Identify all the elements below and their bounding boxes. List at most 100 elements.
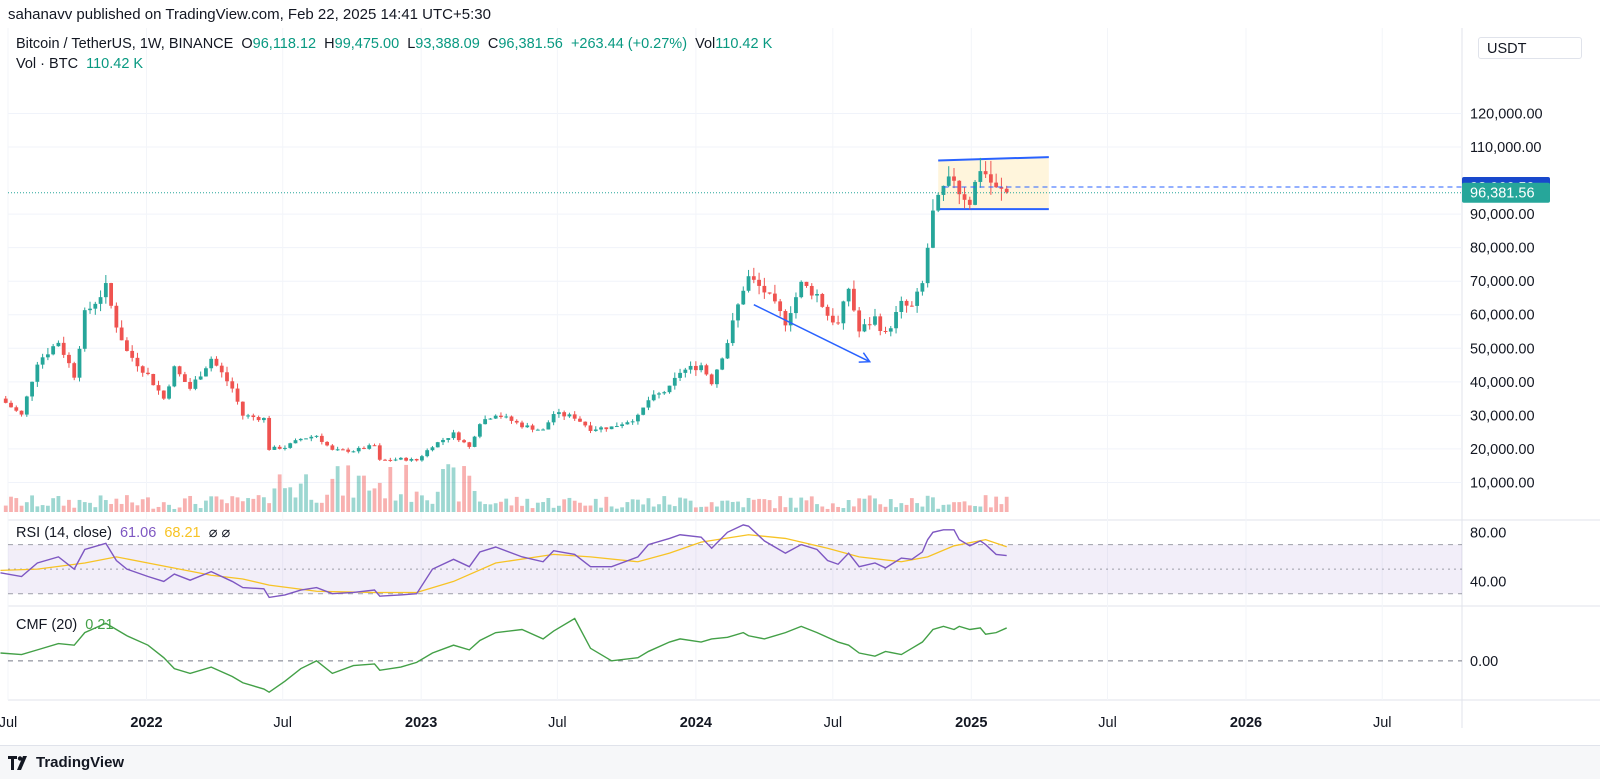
volume-bar — [319, 502, 324, 512]
candle-body — [214, 358, 219, 366]
open-label: O — [241, 36, 253, 52]
candle-body — [493, 415, 498, 419]
candle-body — [899, 300, 904, 313]
time-tick-label: Jul — [824, 715, 843, 731]
volume-bar — [683, 498, 688, 512]
volume-bar — [404, 464, 409, 512]
cmf-tick-label: 0.00 — [1470, 654, 1498, 670]
price-tick-label: 110,000.00 — [1470, 140, 1542, 156]
symbol-label[interactable]: Bitcoin / TetherUS, 1W, BINANCE — [16, 36, 234, 52]
candle-body — [667, 385, 672, 393]
trend-arrow-line — [753, 304, 871, 363]
volume-bar — [730, 501, 735, 512]
volume-bar — [583, 505, 588, 512]
low-label: L — [407, 36, 416, 52]
tradingview-brand[interactable]: TradingView — [8, 754, 124, 771]
candle-body — [420, 456, 424, 461]
volume-bar — [820, 506, 825, 512]
volume-bar — [298, 483, 303, 512]
high-value: 99,475.00 — [334, 36, 400, 52]
candle-body — [346, 449, 351, 452]
volume-bar — [678, 497, 682, 512]
candle-body — [51, 346, 56, 355]
volume-bar — [193, 503, 198, 512]
candle-body — [704, 365, 709, 375]
candle-body — [235, 388, 240, 402]
change-value: +263.44 (+0.27%) — [570, 36, 688, 52]
volume-bar — [778, 496, 783, 512]
volume-bar — [172, 508, 177, 512]
volume-bar — [757, 498, 761, 512]
candle-body — [857, 310, 862, 332]
volume-indicator-label[interactable]: Vol · BTC — [16, 56, 79, 72]
candle-body — [909, 305, 914, 307]
candle-body — [646, 400, 651, 408]
candle-body — [620, 424, 625, 427]
candle-body — [119, 327, 124, 341]
candle-body — [762, 285, 767, 293]
price-tick-label: 60,000.00 — [1470, 308, 1535, 324]
candle-body — [804, 281, 809, 286]
volume-bar — [330, 478, 335, 512]
candle-body — [741, 290, 746, 305]
volume-legend: Vol · BTC 110.42 K — [16, 56, 143, 72]
rsi-label[interactable]: RSI (14, close) — [16, 525, 112, 541]
candle-body — [335, 449, 340, 451]
volume-bar — [499, 501, 503, 512]
candle-body — [98, 297, 103, 304]
volume-bar — [251, 498, 256, 512]
price-tick-label: 70,000.00 — [1470, 274, 1535, 290]
time-tick-label: Jul — [273, 715, 292, 731]
volume-bar — [272, 488, 277, 512]
candle-body — [841, 301, 846, 324]
candle-body — [72, 363, 77, 378]
high-label: H — [324, 36, 335, 52]
candle-body — [499, 415, 503, 417]
candle-body — [767, 292, 772, 294]
volume-bar — [604, 496, 609, 512]
volume-bar — [446, 464, 451, 512]
volume-bar — [425, 500, 430, 512]
candle-body — [778, 301, 783, 312]
candle-body — [404, 457, 409, 461]
volume-bar — [599, 507, 603, 512]
volume-bar — [841, 508, 846, 512]
volume-bar — [119, 503, 124, 512]
candle-body — [983, 171, 988, 175]
candle-body — [288, 443, 293, 448]
candle-body — [862, 324, 867, 332]
volume-bar — [630, 499, 635, 512]
candle-body — [61, 342, 66, 355]
volume-bar — [799, 497, 804, 512]
price-chart[interactable]: 120,000.00 110,000.00 90,000.00 80,000.00 70… — [0, 0, 1600, 745]
candle-body — [483, 419, 488, 425]
candle-body — [330, 445, 335, 450]
last-price-label: 96,381.56 — [1470, 186, 1535, 202]
volume-bar — [909, 498, 914, 512]
candle-body — [130, 350, 135, 358]
volume-bar — [751, 499, 756, 512]
volume-bar — [857, 498, 862, 512]
cmf-label[interactable]: CMF (20) — [16, 617, 78, 633]
volume-bar — [915, 503, 920, 512]
candle-body — [67, 354, 71, 364]
candle-body — [988, 174, 993, 183]
volume-bar — [546, 497, 551, 512]
footer: TradingView — [0, 745, 1600, 779]
candle-body — [772, 293, 777, 302]
candle-body — [973, 181, 977, 205]
candle-body — [599, 427, 603, 430]
volume-bar — [556, 505, 561, 512]
candle-body — [709, 374, 714, 385]
brand-label: TradingView — [36, 754, 125, 771]
volume-bar — [51, 498, 56, 512]
candle-body — [978, 171, 983, 182]
price-tick-label: 20,000.00 — [1470, 442, 1535, 458]
candle-body — [799, 281, 804, 298]
currency-button[interactable]: USDT — [1478, 37, 1582, 59]
candle-body — [852, 288, 856, 311]
volume-bar — [572, 500, 577, 512]
volume-bar — [462, 466, 466, 512]
close-label: C — [487, 36, 499, 52]
candle-body — [672, 377, 677, 386]
